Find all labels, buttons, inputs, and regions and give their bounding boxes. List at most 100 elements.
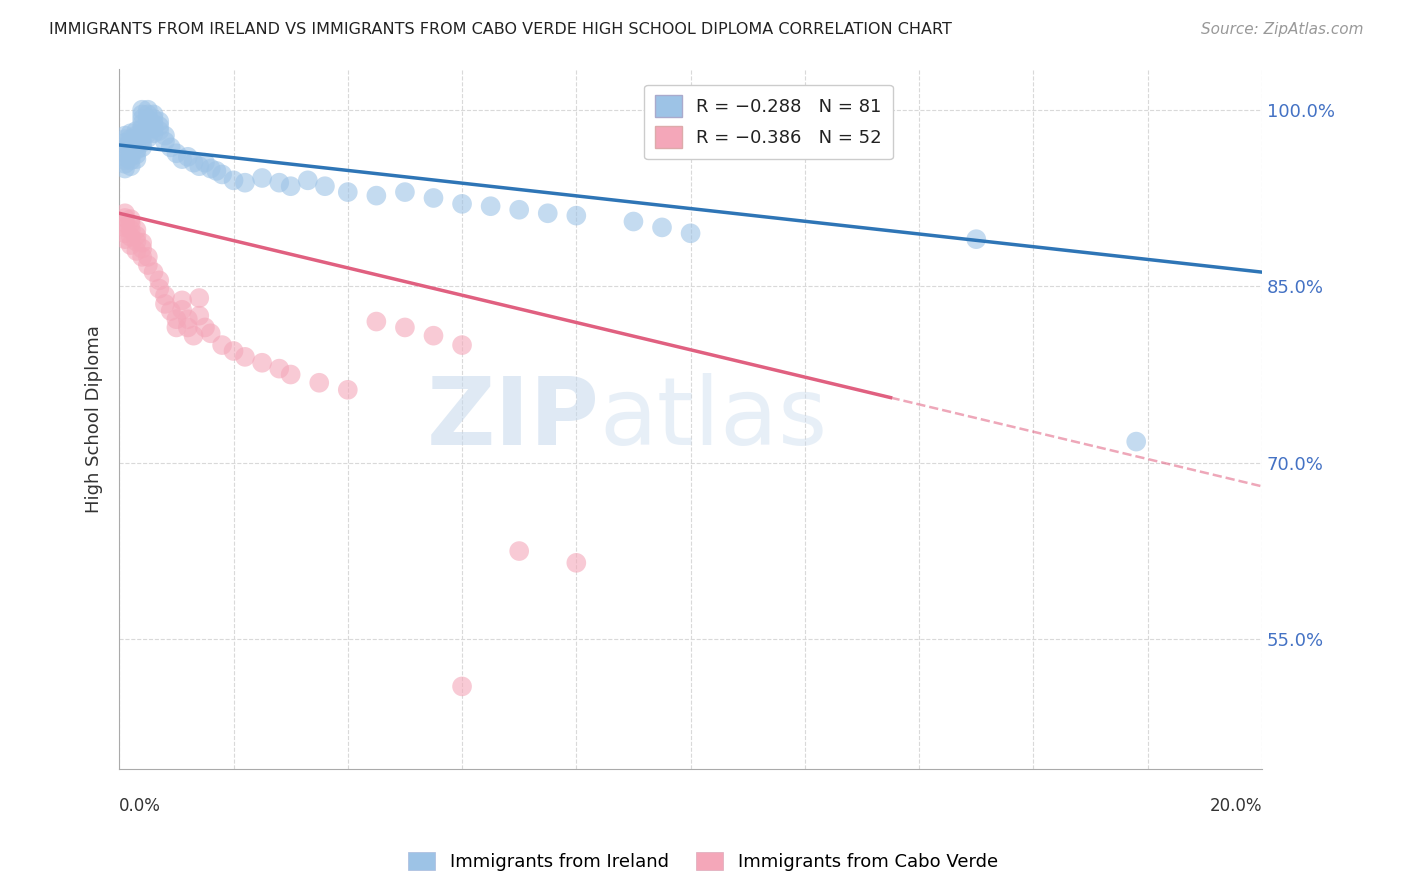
Point <box>177 312 200 326</box>
Point <box>114 136 136 150</box>
Point <box>131 235 153 250</box>
Point <box>131 126 153 140</box>
Point <box>153 288 176 302</box>
Point <box>131 117 153 131</box>
Point <box>125 143 148 157</box>
Text: 20.0%: 20.0% <box>1209 797 1263 814</box>
Point <box>125 124 148 138</box>
Point <box>222 173 245 187</box>
Point <box>148 114 170 128</box>
Point <box>125 152 148 166</box>
Point <box>451 338 474 352</box>
Point <box>136 258 159 272</box>
Point <box>120 153 142 168</box>
Point <box>120 144 142 158</box>
Point <box>451 197 474 211</box>
Point <box>136 121 159 136</box>
Point <box>114 227 136 241</box>
Point <box>250 171 273 186</box>
Point <box>153 135 176 149</box>
Point <box>114 211 136 225</box>
Point <box>422 191 444 205</box>
Point <box>136 112 159 127</box>
Point <box>148 119 170 133</box>
Point <box>165 146 187 161</box>
Point <box>148 124 170 138</box>
Point <box>336 383 359 397</box>
Point <box>120 150 142 164</box>
Point <box>131 136 153 150</box>
Text: Source: ZipAtlas.com: Source: ZipAtlas.com <box>1201 22 1364 37</box>
Point <box>366 188 388 202</box>
Point <box>114 216 136 230</box>
Point <box>280 368 302 382</box>
Point <box>114 161 136 176</box>
Point <box>211 168 233 182</box>
Point <box>177 320 200 334</box>
Point <box>136 126 159 140</box>
Point <box>177 150 200 164</box>
Point <box>114 144 136 158</box>
Point <box>131 140 153 154</box>
Legend: R = −0.288   N = 81, R = −0.386   N = 52: R = −0.288 N = 81, R = −0.386 N = 52 <box>644 85 893 160</box>
Point <box>1125 434 1147 449</box>
Point <box>125 244 148 258</box>
Point <box>125 132 148 146</box>
Point <box>131 103 153 117</box>
Point <box>508 202 530 217</box>
Point <box>172 293 194 308</box>
Point <box>366 314 388 328</box>
Point <box>965 232 987 246</box>
Point <box>188 291 211 305</box>
Point <box>679 227 702 241</box>
Point <box>120 136 142 150</box>
Point <box>120 212 142 227</box>
Point <box>114 128 136 143</box>
Point <box>269 176 291 190</box>
Point <box>153 297 176 311</box>
Point <box>183 155 205 169</box>
Point <box>250 356 273 370</box>
Point <box>172 302 194 317</box>
Point <box>131 107 153 121</box>
Point <box>142 126 165 140</box>
Point <box>269 361 291 376</box>
Point <box>114 232 136 246</box>
Point <box>194 155 217 169</box>
Point <box>222 343 245 358</box>
Point <box>565 556 588 570</box>
Point <box>131 242 153 256</box>
Point <box>120 238 142 252</box>
Point <box>394 185 416 199</box>
Point <box>114 206 136 220</box>
Point <box>131 121 153 136</box>
Point <box>120 132 142 146</box>
Point <box>131 250 153 264</box>
Point <box>165 320 187 334</box>
Point <box>308 376 330 390</box>
Point <box>125 128 148 143</box>
Point <box>114 153 136 168</box>
Point <box>125 138 148 153</box>
Point <box>120 140 142 154</box>
Point <box>136 107 159 121</box>
Point <box>131 112 153 127</box>
Legend: Immigrants from Ireland, Immigrants from Cabo Verde: Immigrants from Ireland, Immigrants from… <box>401 845 1005 879</box>
Point <box>336 185 359 199</box>
Point <box>183 328 205 343</box>
Point <box>136 117 159 131</box>
Point <box>114 132 136 146</box>
Point <box>211 338 233 352</box>
Text: 0.0%: 0.0% <box>120 797 162 814</box>
Point <box>479 199 502 213</box>
Point <box>148 282 170 296</box>
Point <box>651 220 673 235</box>
Point <box>136 250 159 264</box>
Point <box>114 157 136 171</box>
Point <box>148 273 170 287</box>
Point <box>125 235 148 249</box>
Point <box>125 147 148 161</box>
Point <box>142 265 165 279</box>
Point <box>172 152 194 166</box>
Text: atlas: atlas <box>599 373 827 465</box>
